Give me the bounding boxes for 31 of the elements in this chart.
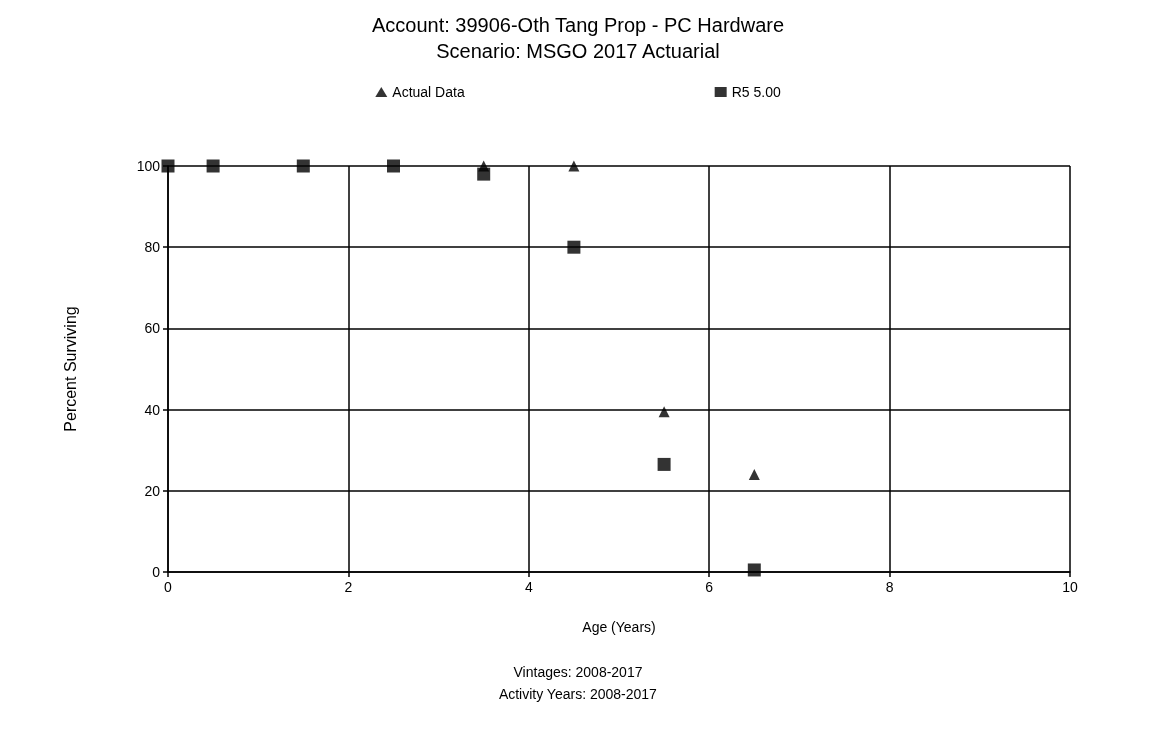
x-tick-label: 8 bbox=[885, 579, 894, 595]
y-tick-label: 80 bbox=[144, 239, 161, 256]
y-tick-label: 0 bbox=[152, 564, 161, 580]
point bbox=[658, 406, 670, 418]
x-tick-label: 6 bbox=[705, 579, 714, 595]
legend-label: Actual Data bbox=[392, 84, 465, 100]
point bbox=[748, 469, 760, 481]
legend-label: R5 5.00 bbox=[731, 84, 781, 100]
point bbox=[161, 159, 175, 173]
y-tick-label: 40 bbox=[144, 401, 161, 418]
point bbox=[567, 240, 581, 254]
point bbox=[206, 159, 220, 173]
x-tick-label: 4 bbox=[524, 579, 533, 595]
chart-subtitle: Scenario: MSGO 2017 Actuarial bbox=[436, 40, 720, 62]
point bbox=[568, 160, 580, 172]
text: Vintages: 2008-2017 bbox=[513, 664, 643, 680]
point bbox=[657, 457, 671, 471]
point bbox=[747, 563, 761, 577]
y-tick-label: 100 bbox=[136, 158, 161, 174]
x-axis-title: Age (Years) bbox=[582, 619, 656, 635]
x-tick-label: 2 bbox=[344, 579, 353, 595]
y-tick-label: 60 bbox=[144, 320, 161, 337]
point bbox=[387, 159, 400, 173]
chart-title: Account: 39906-Oth Tang Prop - PC Hardware bbox=[371, 14, 785, 36]
x-tick-label: 0 bbox=[164, 579, 173, 595]
point bbox=[296, 159, 310, 173]
text: Activity Years: 2008-2017 bbox=[498, 686, 658, 702]
y-axis-title: Percent Surviving bbox=[61, 306, 79, 432]
point bbox=[478, 160, 490, 172]
y-tick-label: 20 bbox=[144, 482, 161, 499]
x-tick-label: 10 bbox=[1062, 579, 1078, 595]
